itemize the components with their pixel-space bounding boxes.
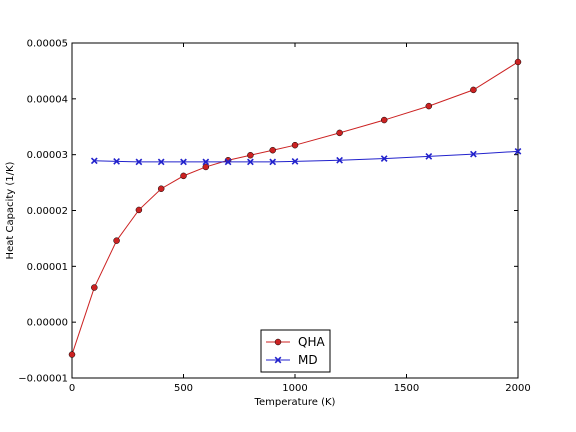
series-qha	[68, 58, 522, 358]
data-point	[269, 146, 276, 154]
data-point	[90, 157, 98, 165]
data-point	[336, 129, 343, 137]
data-point	[224, 158, 232, 166]
legend-label: QHA	[298, 335, 325, 349]
data-point	[470, 150, 477, 158]
x-axis-ticks: 0 500 1000 1500 2000	[69, 43, 531, 394]
x-tick-label: 0	[69, 383, 75, 394]
series-line	[71, 61, 519, 355]
legend-marker	[274, 338, 282, 346]
data-point	[68, 351, 76, 358]
x-axis-label: Temperature (K)	[254, 397, 336, 408]
data-point	[135, 206, 143, 214]
x-tick-label: 1000	[282, 383, 307, 394]
data-point	[180, 172, 187, 180]
data-point	[425, 102, 433, 110]
x-tick-label: 2000	[505, 383, 530, 394]
data-point	[514, 58, 522, 66]
data-point	[135, 158, 143, 166]
x-tick-label: 500	[174, 383, 193, 394]
data-point	[180, 158, 187, 166]
y-tick-label: 0.00002	[27, 206, 68, 217]
legend-label: MD	[298, 353, 318, 367]
y-axis-ticks: −0.00001 0.00000 0.00001 0.00002 0.00003 0.00…	[18, 39, 518, 385]
data-point	[425, 152, 433, 160]
y-tick-label: 0.00005	[27, 39, 68, 50]
series-md	[90, 147, 522, 166]
y-tick-label: 0.00000	[27, 318, 68, 329]
data-point	[157, 158, 165, 166]
y-tick-label: 0.00001	[27, 262, 68, 273]
data-point	[91, 284, 98, 291]
series-layer	[68, 58, 522, 358]
y-tick-label: 0.00003	[27, 150, 68, 161]
data-point	[514, 147, 522, 155]
data-point	[336, 156, 343, 164]
data-point	[380, 155, 388, 162]
y-axis-label: Heat Capacity (1/K)	[5, 161, 16, 259]
legend-box	[260, 329, 331, 373]
data-point	[380, 116, 388, 124]
data-point	[113, 237, 120, 244]
legend-marker	[274, 356, 282, 364]
legend: QHA MD	[260, 329, 331, 373]
data-point	[202, 158, 210, 166]
data-point	[247, 158, 254, 166]
legend-item-md: MD	[266, 353, 318, 367]
data-point	[113, 158, 120, 165]
y-tick-label: −0.00001	[18, 374, 68, 385]
data-point	[269, 158, 277, 166]
data-point	[470, 86, 477, 94]
legend-item-qha: QHA	[266, 335, 325, 349]
plot-area	[71, 42, 519, 379]
data-point	[157, 185, 165, 192]
data-point	[291, 141, 299, 149]
data-point	[291, 158, 299, 165]
y-tick-label: 0.00004	[27, 94, 68, 105]
data-point	[247, 151, 254, 159]
x-tick-label: 1500	[394, 383, 419, 394]
data-point	[202, 163, 210, 171]
